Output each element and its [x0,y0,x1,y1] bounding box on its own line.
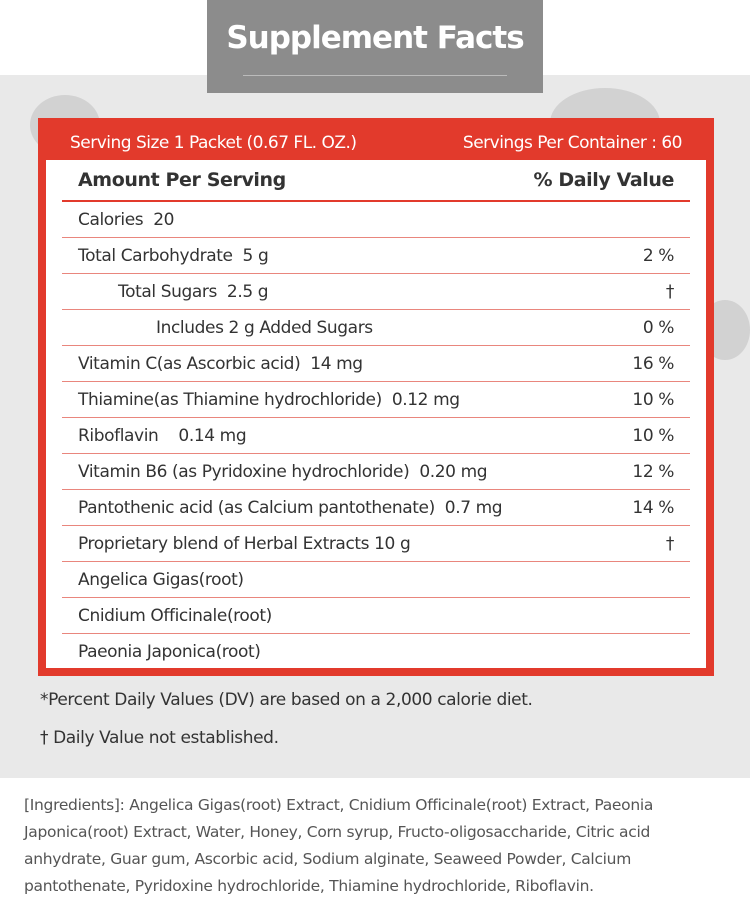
column-label: Amount Per Serving [78,169,286,191]
fact-row: Paeonia Japonica(root) [62,634,690,669]
daily-value: 14 % [632,497,674,518]
column-header: Amount Per Serving % Daily Value [62,160,690,202]
fact-row: Proprietary blend of Herbal Extracts 10 … [62,526,690,562]
title: Supplement Facts [226,20,524,56]
nutrient: Proprietary blend of Herbal Extracts 10 … [78,533,411,554]
title-box: Supplement Facts [207,0,543,93]
facts-box: Serving Size 1 Packet (0.67 FL. OZ.) Ser… [38,118,714,676]
daily-value: 10 % [632,425,674,446]
nutrient: Total Sugars 2.5 g [118,281,269,302]
fact-row: Angelica Gigas(root) [62,562,690,598]
footnote: *Percent Daily Values (DV) are based on … [40,690,533,710]
fact-row: Cnidium Officinale(root) [62,598,690,634]
fact-row: Includes 2 g Added Sugars 0 % [62,310,690,346]
daily-value: † [665,533,675,554]
nutrient: Vitamin C(as Ascorbic acid) 14 mg [78,353,363,374]
daily-value: 2 % [642,245,675,266]
fact-row: Vitamin B6 (as Pyridoxine hydrochloride)… [62,454,690,490]
fact-row: Pantothenic acid (as Calcium pantothenat… [62,490,690,526]
nutrient: Vitamin B6 (as Pyridoxine hydrochloride)… [78,461,488,482]
ingredients: [Ingredients]: Angelica Gigas(root) Extr… [24,796,654,895]
nutrient: Riboflavin 0.14 mg [78,425,247,446]
serving-size: Serving Size 1 Packet (0.67 FL. OZ.) [70,133,357,153]
nutrient: Total Carbohydrate 5 g [78,245,269,266]
servings-per-container: Servings Per Container : 60 [462,133,683,153]
nutrient: Includes 2 g Added Sugars [156,317,373,338]
fact-row: Calories 20 [62,202,690,238]
daily-value: 10 % [632,389,674,410]
fact-row: Total Carbohydrate 5 g 2 % [62,238,690,274]
fact-row: Thiamine(as Thiamine hydrochloride) 0.12… [62,382,690,418]
nutrient: Angelica Gigas(root) [78,569,244,590]
daily-value: 12 % [632,461,674,482]
daily-value: † [665,281,675,302]
nutrient: Thiamine(as Thiamine hydrochloride) 0.12… [78,389,460,410]
rule [243,75,507,76]
nutrient: Calories 20 [78,209,175,230]
serving-bar: Serving Size 1 Packet (0.67 FL. OZ.) Ser… [46,126,706,160]
column-label: % Daily Value [533,169,675,191]
daily-value: 0 % [642,317,675,338]
fact-row: Riboflavin 0.14 mg 10 % [62,418,690,454]
nutrient: Cnidium Officinale(root) [78,605,272,626]
daily-value: 16 % [632,353,674,374]
nutrient: Pantothenic acid (as Calcium pantothenat… [78,497,503,518]
footnote: † Daily Value not established. [40,728,279,748]
nutrient: Paeonia Japonica(root) [78,641,261,662]
fact-row: Vitamin C(as Ascorbic acid) 14 mg 16 % [62,346,690,382]
fact-row: Total Sugars 2.5 g † [62,274,690,310]
